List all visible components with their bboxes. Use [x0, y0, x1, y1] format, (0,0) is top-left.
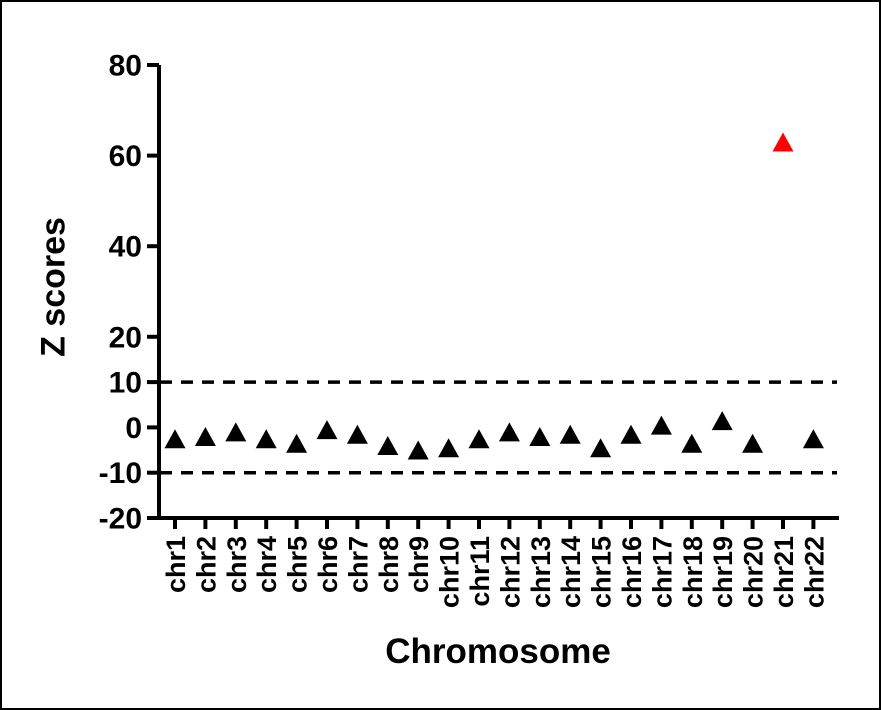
x-tick-label-chr21: chr21 [769, 536, 799, 608]
data-point-chr1 [164, 429, 186, 449]
y-tick-label-10: 10 [109, 367, 142, 400]
data-point-chr3 [225, 422, 247, 442]
data-point-chr12 [498, 422, 520, 442]
y-tick-label-80: 80 [109, 50, 142, 83]
y-axis-title: Z scores [34, 217, 73, 357]
y-tick-label--20: -20 [99, 503, 142, 536]
y-tick-label-60: 60 [109, 140, 142, 173]
x-tick-label-chr16: chr16 [617, 536, 647, 608]
x-tick-label-chr13: chr13 [526, 536, 556, 608]
x-tick-label-chr15: chr15 [587, 536, 617, 608]
x-axis-title: Chromosome [385, 632, 611, 671]
x-tick-label-chr11: chr11 [465, 536, 495, 607]
x-tick-label-chr5: chr5 [283, 536, 313, 593]
data-point-chr2 [194, 426, 216, 446]
data-point-chr16 [620, 424, 642, 444]
data-point-chr5 [286, 433, 308, 453]
x-tick-label-chr3: chr3 [222, 536, 252, 593]
x-tick-label-chr8: chr8 [374, 536, 404, 593]
x-tick-label-chr10: chr10 [435, 536, 465, 608]
data-point-chr14 [559, 424, 581, 444]
x-tick-label-chr2: chr2 [191, 536, 221, 593]
data-point-chr8 [377, 436, 399, 456]
data-point-chr11 [468, 429, 490, 449]
data-point-chr22 [802, 429, 824, 449]
data-point-chr13 [529, 426, 551, 446]
data-point-chr21-outlier [772, 132, 794, 152]
x-tick-label-chr17: chr17 [647, 536, 677, 608]
y-tick-label-0: 0 [125, 412, 142, 445]
data-point-chr18 [681, 433, 703, 453]
data-point-chr7 [346, 424, 368, 444]
data-point-chr6 [316, 420, 338, 440]
data-point-chr17 [650, 415, 672, 435]
x-tick-label-chr9: chr9 [404, 536, 434, 593]
x-tick-label-chr7: chr7 [343, 536, 373, 593]
x-tick-label-chr22: chr22 [799, 536, 829, 608]
y-tick-label-40: 40 [109, 231, 142, 264]
data-point-chr9 [407, 440, 429, 460]
x-tick-label-chr20: chr20 [739, 536, 769, 608]
data-point-chr15 [590, 438, 612, 458]
data-point-chr19 [711, 411, 733, 431]
x-tick-label-chr19: chr19 [708, 536, 738, 608]
x-tick-label-chr14: chr14 [556, 536, 586, 608]
x-tick-label-chr12: chr12 [495, 536, 525, 608]
data-point-chr4 [255, 429, 277, 449]
x-tick-label-chr18: chr18 [678, 536, 708, 608]
y-tick-label--10: -10 [99, 457, 142, 490]
x-tick-label-chr4: chr4 [252, 536, 282, 593]
data-point-chr20 [742, 433, 764, 453]
data-point-chr10 [438, 438, 460, 458]
y-tick-label-20: 20 [109, 321, 142, 354]
x-tick-label-chr6: chr6 [313, 536, 343, 593]
x-tick-label-chr1: chr1 [161, 536, 191, 593]
